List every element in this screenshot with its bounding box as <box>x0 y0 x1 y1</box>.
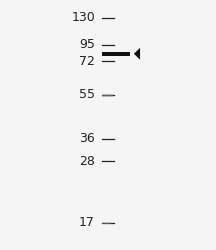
Bar <box>102 94 113 97</box>
Bar <box>102 52 130 56</box>
Text: 17: 17 <box>79 216 95 229</box>
Text: 28: 28 <box>79 155 95 168</box>
Text: 36: 36 <box>79 132 95 145</box>
Text: 95: 95 <box>79 38 95 52</box>
Text: 55: 55 <box>79 88 95 102</box>
Bar <box>102 222 111 224</box>
Polygon shape <box>134 48 140 60</box>
Text: 130: 130 <box>71 11 95 24</box>
Text: 72: 72 <box>79 55 95 68</box>
